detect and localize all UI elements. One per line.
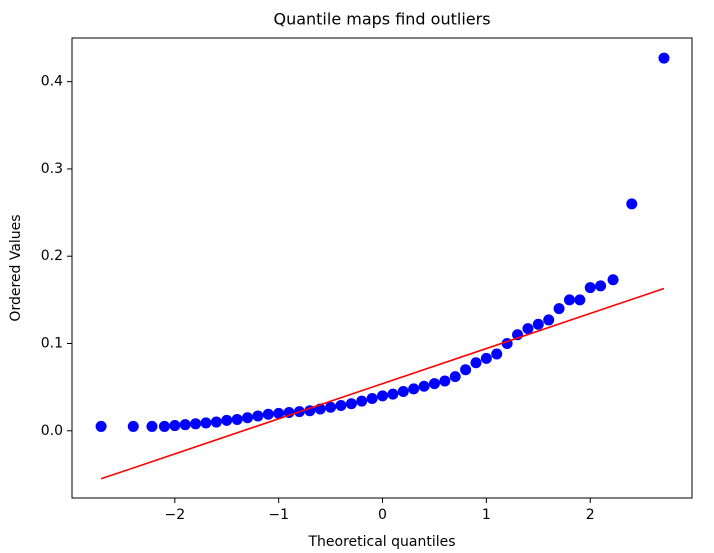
data-point xyxy=(169,420,181,432)
data-point xyxy=(626,198,638,210)
chart-title: Quantile maps find outliers xyxy=(273,10,490,29)
data-point xyxy=(190,418,202,430)
data-point xyxy=(574,294,586,306)
data-point xyxy=(127,420,139,432)
data-point xyxy=(595,280,607,292)
data-point xyxy=(428,378,440,390)
x-tick-label: 0 xyxy=(378,507,387,523)
data-point xyxy=(532,318,544,330)
y-tick-label: 0.2 xyxy=(41,248,63,264)
data-point xyxy=(283,406,295,418)
data-point xyxy=(387,388,399,400)
x-tick-label: −1 xyxy=(268,507,289,523)
data-point xyxy=(179,419,191,431)
fit-line xyxy=(100,287,665,480)
data-point xyxy=(95,420,107,432)
data-point xyxy=(325,401,337,413)
data-point xyxy=(658,52,670,64)
data-point xyxy=(262,408,274,420)
data-point xyxy=(408,383,420,395)
y-tick-label: 0.0 xyxy=(41,423,63,439)
data-point xyxy=(460,364,472,376)
data-point xyxy=(273,407,285,419)
data-point xyxy=(449,371,461,383)
data-point xyxy=(543,314,555,326)
data-point xyxy=(356,395,368,407)
data-point xyxy=(491,348,503,360)
x-tick-label: 1 xyxy=(482,507,491,523)
data-point xyxy=(563,294,575,306)
data-point xyxy=(377,390,389,402)
data-point xyxy=(146,420,158,432)
data-point xyxy=(345,398,357,410)
data-point xyxy=(470,357,482,369)
data-point xyxy=(335,399,347,411)
data-point xyxy=(210,416,222,428)
data-point xyxy=(522,323,534,335)
data-point xyxy=(366,392,378,404)
data-point xyxy=(221,414,233,426)
y-axis-label: Ordered Values xyxy=(8,214,24,321)
data-point xyxy=(158,420,170,432)
plot-frame xyxy=(71,37,693,499)
x-tick-label: 2 xyxy=(586,507,595,523)
data-point xyxy=(231,413,243,425)
data-point xyxy=(418,380,430,392)
x-tick-label: −2 xyxy=(164,507,185,523)
x-axis-label: Theoretical quantiles xyxy=(307,534,455,550)
data-point xyxy=(439,375,451,387)
y-tick-label: 0.3 xyxy=(41,161,63,177)
data-point xyxy=(397,386,409,398)
data-point xyxy=(242,412,254,424)
y-tick-label: 0.1 xyxy=(41,336,63,352)
y-tick-label: 0.4 xyxy=(41,74,63,90)
data-point xyxy=(607,274,619,286)
data-point xyxy=(553,303,565,315)
data-point xyxy=(200,417,212,429)
data-point xyxy=(480,352,492,364)
data-point xyxy=(584,282,596,294)
data-point xyxy=(252,410,264,422)
